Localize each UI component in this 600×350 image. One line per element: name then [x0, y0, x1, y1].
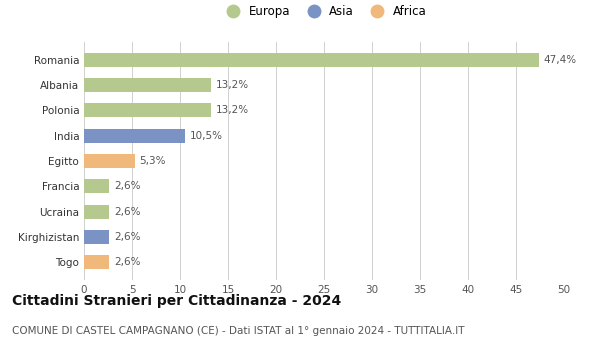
Bar — [84, 129, 185, 143]
Text: 2,6%: 2,6% — [114, 206, 140, 217]
Text: Cittadini Stranieri per Cittadinanza - 2024: Cittadini Stranieri per Cittadinanza - 2… — [12, 294, 341, 308]
Bar — [84, 104, 211, 117]
Legend: Europa, Asia, Africa: Europa, Asia, Africa — [217, 0, 431, 23]
Text: 10,5%: 10,5% — [190, 131, 223, 141]
Text: COMUNE DI CASTEL CAMPAGNANO (CE) - Dati ISTAT al 1° gennaio 2024 - TUTTITALIA.IT: COMUNE DI CASTEL CAMPAGNANO (CE) - Dati … — [12, 326, 464, 336]
Text: 2,6%: 2,6% — [114, 181, 140, 191]
Bar — [84, 205, 109, 218]
Text: 2,6%: 2,6% — [114, 257, 140, 267]
Text: 2,6%: 2,6% — [114, 232, 140, 242]
Text: 13,2%: 13,2% — [215, 80, 248, 90]
Text: 47,4%: 47,4% — [544, 55, 577, 65]
Bar — [84, 78, 211, 92]
Bar — [84, 53, 539, 67]
Bar — [84, 255, 109, 269]
Bar — [84, 179, 109, 193]
Bar — [84, 230, 109, 244]
Bar — [84, 154, 135, 168]
Text: 5,3%: 5,3% — [140, 156, 166, 166]
Text: 13,2%: 13,2% — [215, 105, 248, 116]
